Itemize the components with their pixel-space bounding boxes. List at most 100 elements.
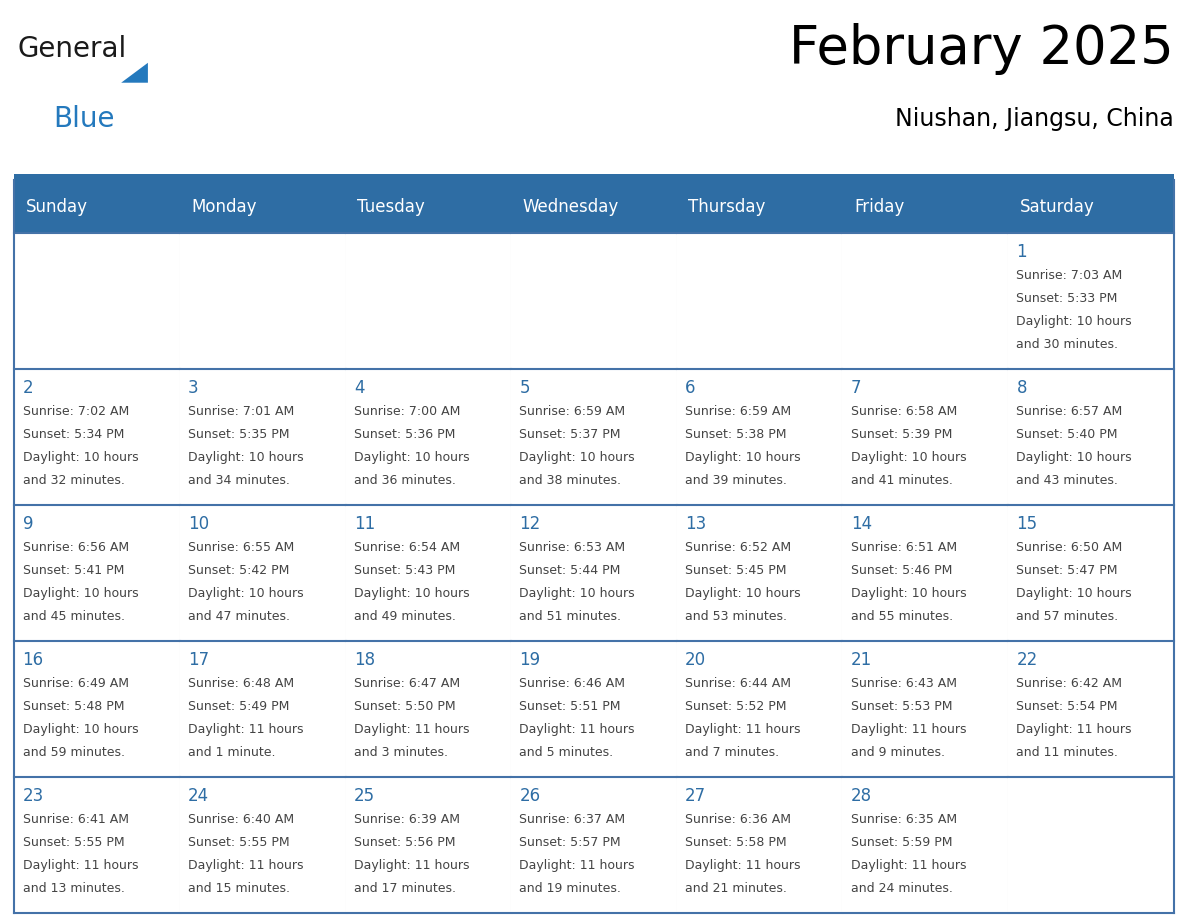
Text: 26: 26 (519, 787, 541, 805)
Text: 22: 22 (1017, 651, 1037, 669)
Text: 9: 9 (23, 515, 33, 532)
Text: Daylight: 10 hours: Daylight: 10 hours (188, 587, 304, 599)
Text: Sunrise: 6:57 AM: Sunrise: 6:57 AM (1017, 405, 1123, 418)
Text: Sunrise: 6:56 AM: Sunrise: 6:56 AM (23, 541, 128, 554)
Text: and 34 minutes.: and 34 minutes. (188, 474, 290, 487)
Text: and 13 minutes.: and 13 minutes. (23, 882, 125, 895)
Text: Sunrise: 6:50 AM: Sunrise: 6:50 AM (1017, 541, 1123, 554)
Text: Sunset: 5:41 PM: Sunset: 5:41 PM (23, 564, 124, 577)
Text: 2: 2 (23, 379, 33, 397)
Text: 12: 12 (519, 515, 541, 532)
Text: Sunrise: 6:48 AM: Sunrise: 6:48 AM (188, 677, 295, 689)
Text: Daylight: 10 hours: Daylight: 10 hours (23, 723, 138, 736)
Text: Daylight: 11 hours: Daylight: 11 hours (519, 859, 634, 872)
Text: and 55 minutes.: and 55 minutes. (851, 610, 953, 623)
Text: Sunset: 5:37 PM: Sunset: 5:37 PM (519, 428, 621, 441)
Text: Daylight: 10 hours: Daylight: 10 hours (685, 451, 801, 464)
Text: Sunset: 5:39 PM: Sunset: 5:39 PM (851, 428, 952, 441)
Text: Sunrise: 7:01 AM: Sunrise: 7:01 AM (188, 405, 295, 418)
Text: Thursday: Thursday (688, 197, 766, 216)
Text: Daylight: 10 hours: Daylight: 10 hours (519, 587, 636, 599)
Text: 24: 24 (188, 787, 209, 805)
Text: and 43 minutes.: and 43 minutes. (1017, 474, 1118, 487)
Text: and 5 minutes.: and 5 minutes. (519, 746, 613, 759)
Text: Daylight: 10 hours: Daylight: 10 hours (851, 587, 966, 599)
Text: 6: 6 (685, 379, 696, 397)
Text: Daylight: 11 hours: Daylight: 11 hours (188, 859, 304, 872)
Text: Daylight: 11 hours: Daylight: 11 hours (519, 723, 634, 736)
Text: Daylight: 10 hours: Daylight: 10 hours (1017, 451, 1132, 464)
Text: 7: 7 (851, 379, 861, 397)
Text: 20: 20 (685, 651, 706, 669)
Text: 19: 19 (519, 651, 541, 669)
Text: Sunset: 5:33 PM: Sunset: 5:33 PM (1017, 292, 1118, 305)
Text: Sunset: 5:54 PM: Sunset: 5:54 PM (1017, 700, 1118, 712)
Text: and 39 minutes.: and 39 minutes. (685, 474, 786, 487)
Text: and 38 minutes.: and 38 minutes. (519, 474, 621, 487)
Text: 25: 25 (354, 787, 375, 805)
Text: Sunset: 5:44 PM: Sunset: 5:44 PM (519, 564, 621, 577)
Text: 28: 28 (851, 787, 872, 805)
Text: 17: 17 (188, 651, 209, 669)
Text: 5: 5 (519, 379, 530, 397)
Text: Daylight: 10 hours: Daylight: 10 hours (1017, 587, 1132, 599)
Text: Sunrise: 6:49 AM: Sunrise: 6:49 AM (23, 677, 128, 689)
Text: and 59 minutes.: and 59 minutes. (23, 746, 125, 759)
Text: Sunday: Sunday (26, 197, 88, 216)
Text: and 15 minutes.: and 15 minutes. (188, 882, 290, 895)
Text: Sunrise: 6:44 AM: Sunrise: 6:44 AM (685, 677, 791, 689)
Text: Sunrise: 6:40 AM: Sunrise: 6:40 AM (188, 812, 295, 825)
Text: 23: 23 (23, 787, 44, 805)
Text: Monday: Monday (191, 197, 257, 216)
Text: Sunset: 5:42 PM: Sunset: 5:42 PM (188, 564, 290, 577)
Text: 14: 14 (851, 515, 872, 532)
Text: Sunset: 5:47 PM: Sunset: 5:47 PM (1017, 564, 1118, 577)
Text: Sunset: 5:52 PM: Sunset: 5:52 PM (685, 700, 786, 712)
Text: Sunrise: 6:37 AM: Sunrise: 6:37 AM (519, 812, 626, 825)
Text: Sunset: 5:35 PM: Sunset: 5:35 PM (188, 428, 290, 441)
Text: Sunrise: 6:59 AM: Sunrise: 6:59 AM (685, 405, 791, 418)
Text: 27: 27 (685, 787, 706, 805)
Text: Niushan, Jiangsu, China: Niushan, Jiangsu, China (895, 107, 1174, 131)
Text: and 7 minutes.: and 7 minutes. (685, 746, 779, 759)
Text: Daylight: 10 hours: Daylight: 10 hours (23, 451, 138, 464)
Text: Sunset: 5:46 PM: Sunset: 5:46 PM (851, 564, 952, 577)
Text: and 11 minutes.: and 11 minutes. (1017, 746, 1118, 759)
Text: Daylight: 11 hours: Daylight: 11 hours (354, 723, 469, 736)
Text: Daylight: 10 hours: Daylight: 10 hours (354, 451, 469, 464)
Text: Daylight: 10 hours: Daylight: 10 hours (188, 451, 304, 464)
Text: Sunset: 5:40 PM: Sunset: 5:40 PM (1017, 428, 1118, 441)
Text: Daylight: 10 hours: Daylight: 10 hours (1017, 315, 1132, 328)
Text: Sunrise: 6:54 AM: Sunrise: 6:54 AM (354, 541, 460, 554)
Text: Sunrise: 6:59 AM: Sunrise: 6:59 AM (519, 405, 626, 418)
Text: Sunset: 5:48 PM: Sunset: 5:48 PM (23, 700, 124, 712)
Text: 11: 11 (354, 515, 375, 532)
Text: 13: 13 (685, 515, 707, 532)
Text: Sunrise: 6:53 AM: Sunrise: 6:53 AM (519, 541, 626, 554)
Polygon shape (121, 62, 147, 83)
Text: Sunset: 5:36 PM: Sunset: 5:36 PM (354, 428, 455, 441)
Text: Daylight: 11 hours: Daylight: 11 hours (685, 859, 801, 872)
Text: and 51 minutes.: and 51 minutes. (519, 610, 621, 623)
Text: Sunset: 5:34 PM: Sunset: 5:34 PM (23, 428, 124, 441)
Text: and 49 minutes.: and 49 minutes. (354, 610, 456, 623)
Text: and 30 minutes.: and 30 minutes. (1017, 338, 1118, 351)
Text: Sunrise: 7:02 AM: Sunrise: 7:02 AM (23, 405, 128, 418)
Text: 15: 15 (1017, 515, 1037, 532)
Text: 16: 16 (23, 651, 44, 669)
Text: Sunrise: 7:00 AM: Sunrise: 7:00 AM (354, 405, 460, 418)
Text: Daylight: 11 hours: Daylight: 11 hours (685, 723, 801, 736)
Text: Sunrise: 6:39 AM: Sunrise: 6:39 AM (354, 812, 460, 825)
Text: 8: 8 (1017, 379, 1026, 397)
Text: Sunset: 5:57 PM: Sunset: 5:57 PM (519, 836, 621, 849)
Text: Friday: Friday (854, 197, 904, 216)
Text: Sunrise: 6:36 AM: Sunrise: 6:36 AM (685, 812, 791, 825)
Text: Sunrise: 6:58 AM: Sunrise: 6:58 AM (851, 405, 958, 418)
Text: 18: 18 (354, 651, 375, 669)
Text: Sunset: 5:53 PM: Sunset: 5:53 PM (851, 700, 953, 712)
Text: Sunset: 5:55 PM: Sunset: 5:55 PM (23, 836, 125, 849)
Text: Sunset: 5:51 PM: Sunset: 5:51 PM (519, 700, 621, 712)
Text: Daylight: 10 hours: Daylight: 10 hours (23, 587, 138, 599)
Text: Daylight: 11 hours: Daylight: 11 hours (188, 723, 304, 736)
Text: Sunset: 5:58 PM: Sunset: 5:58 PM (685, 836, 786, 849)
